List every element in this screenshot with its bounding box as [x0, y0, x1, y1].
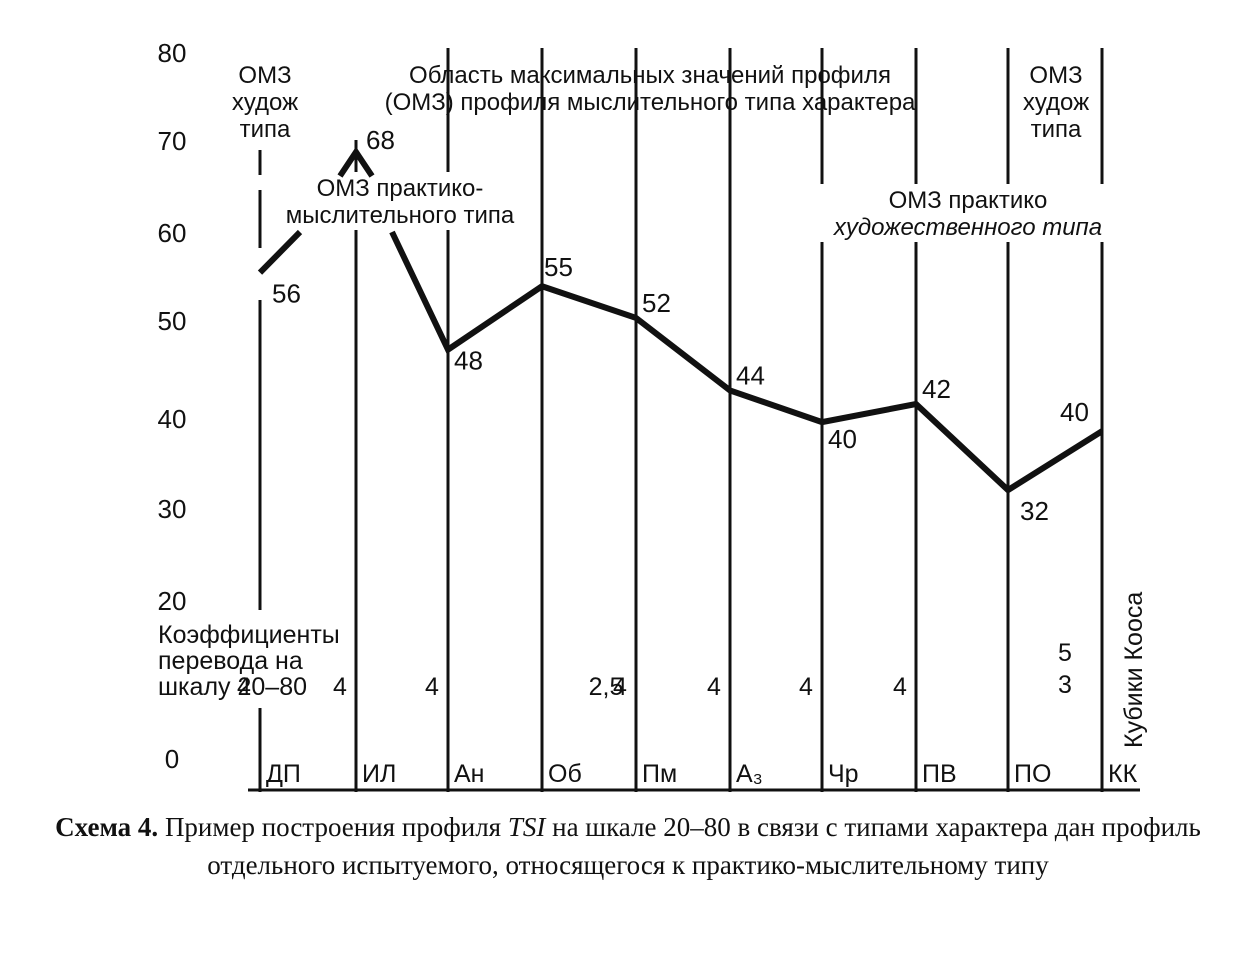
profile-line — [389, 230, 1104, 494]
omz-practical-thinking-line1: ОМЗ практико- — [317, 175, 484, 202]
coefficient-value: 2,5 — [589, 673, 624, 701]
omz-practical-art-line1: ОМЗ практико — [889, 187, 1048, 214]
y-tick-label: 20 — [158, 586, 187, 616]
category-label: Об — [548, 760, 582, 788]
y-tick-label: 30 — [158, 494, 187, 524]
coefficient-value: 4 — [333, 673, 347, 701]
omz-art-left-line3: типа — [240, 116, 291, 143]
value-label: 42 — [922, 374, 951, 404]
category-label: ПО — [1014, 760, 1051, 788]
coefficient-value: 4 — [893, 673, 907, 701]
coefficients: 4 4 4 2,54 4 4 453 — [237, 639, 1072, 701]
y-tick-label: 60 — [158, 218, 187, 248]
value-label: 56 — [272, 279, 301, 309]
y-tick-label: 40 — [158, 404, 187, 434]
caption-text-after: на шкале 20–80 в связи с типами характер… — [207, 812, 1201, 880]
omz-art-right-line1: ОМЗ — [1029, 62, 1082, 89]
coefficient-value: 4 — [707, 673, 721, 701]
value-label: 44 — [736, 360, 765, 390]
category-labels: ДП ИЛ Ан Об Пм А₃ Чр ПВ ПО КК — [266, 760, 1138, 788]
coefficient-value: 4 — [799, 673, 813, 701]
omz-max-line1: Область максимальных значений профиля — [409, 62, 891, 89]
value-label: 68 — [366, 125, 395, 155]
omz-art-left-line2: худож — [232, 89, 298, 116]
omz-practical-thinking-line2: мыслительного типа — [286, 202, 515, 229]
coefficient-value: 4 — [425, 673, 439, 701]
kk-coefficient-top: 5 — [1058, 639, 1072, 667]
category-lines — [248, 48, 1140, 792]
category-label: Пм — [642, 760, 677, 788]
omz-art-left-line1: ОМЗ — [238, 62, 291, 89]
value-label: 52 — [642, 288, 671, 318]
omz-art-right-line2: худож — [1023, 89, 1089, 116]
coefficient-value: 4 — [237, 673, 251, 701]
y-tick-label: 80 — [158, 38, 187, 68]
value-labels: 56 68 48 55 52 44 40 42 32 40 — [272, 125, 1089, 526]
y-tick-label: 0 — [165, 744, 179, 774]
value-label: 40 — [828, 424, 857, 454]
y-tick-label: 70 — [158, 126, 187, 156]
caption-tsi: TSI — [507, 812, 546, 842]
omz-max-line2: (ОМЗ) профиля мыслительного типа характе… — [385, 89, 916, 116]
value-label: 32 — [1020, 496, 1049, 526]
category-label: КК — [1108, 760, 1138, 788]
caption-label: Схема 4. — [55, 812, 159, 842]
kk-coefficient-bottom: 3 — [1058, 671, 1072, 699]
omz-practical-thinking-bg — [285, 172, 515, 230]
caption-text-before: Пример построения профиля — [158, 812, 508, 842]
y-axis: 80 70 60 50 40 30 20 0 — [158, 38, 187, 774]
category-label: А₃ — [736, 760, 763, 788]
omz-practical-art-bg — [815, 184, 1115, 242]
omz-art-right-line3: типа — [1031, 116, 1082, 143]
kk-name: Кубики Кооса — [1120, 592, 1148, 748]
coef-label-line2: перевода на — [158, 647, 303, 675]
profile-segment-start — [257, 229, 303, 275]
figure-caption: Схема 4. Пример построения профиля TSI н… — [20, 808, 1236, 884]
value-label: 55 — [544, 252, 573, 282]
value-label: 48 — [454, 346, 483, 376]
coef-label-line1: Коэффициенты — [158, 621, 340, 649]
category-label: Чр — [828, 760, 859, 788]
coefficient-label: Коэффициенты перевода на шкалу 20–80 — [158, 621, 340, 701]
category-label: Ан — [454, 760, 484, 788]
coefficient-value: 4 — [613, 673, 627, 701]
annotations: ОМЗ худож типа Область максимальных знач… — [232, 62, 1115, 242]
coef-label-line3: шкалу 20–80 — [158, 673, 307, 701]
y-tick-label: 50 — [158, 306, 187, 336]
peak-marker — [337, 146, 375, 178]
value-label: 40 — [1060, 397, 1089, 427]
omz-practical-art-line2: художественного типа — [833, 214, 1102, 241]
category-label: ПВ — [922, 760, 957, 788]
category-label: ДП — [266, 760, 301, 788]
category-label: ИЛ — [362, 760, 396, 788]
